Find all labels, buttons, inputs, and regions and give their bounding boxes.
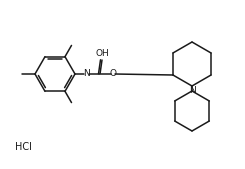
Text: OH: OH (95, 49, 109, 58)
Text: HCl: HCl (15, 142, 32, 152)
Text: N: N (83, 69, 89, 78)
Text: N: N (189, 86, 195, 95)
Text: O: O (110, 69, 117, 78)
